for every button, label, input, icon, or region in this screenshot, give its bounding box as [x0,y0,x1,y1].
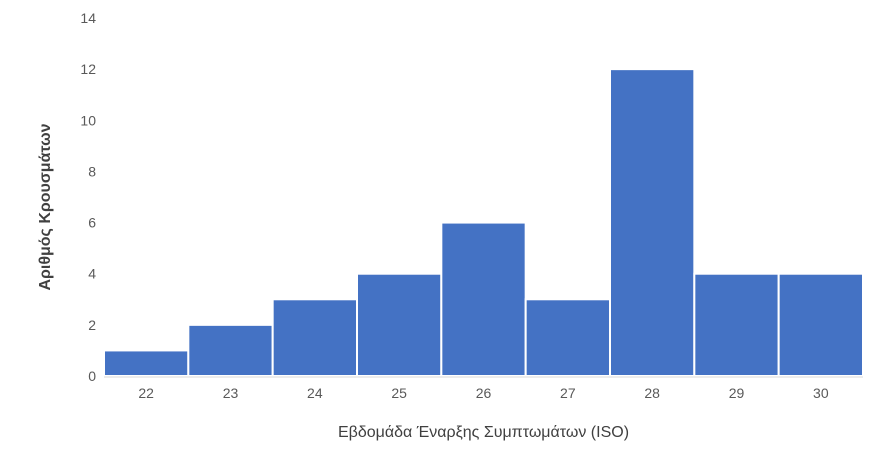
y-tick-label: 12 [80,61,96,77]
bar-week-30 [777,272,865,378]
y-tick-labels: 0 2 4 6 8 10 12 14 [80,10,96,384]
y-tick-label: 10 [80,112,96,128]
bar-week-27 [524,298,612,377]
y-tick-label: 8 [88,163,96,179]
bar-week-25 [356,272,443,378]
x-tick-label: 22 [138,385,154,401]
y-tick-label: 0 [88,368,96,384]
x-tick-label: 26 [476,385,492,401]
bar-week-23 [187,323,274,378]
x-tick-label: 27 [560,385,576,401]
bar-week-26 [440,221,527,377]
x-tick-label: 29 [729,385,745,401]
bars-group [103,68,865,378]
y-tick-label: 14 [80,10,96,26]
x-tick-labels: 22 23 24 25 26 27 28 29 30 [138,385,828,401]
bar-week-28 [609,68,696,378]
bar-week-29 [693,272,780,378]
y-axis-title: Αριθμός Κρουσμάτων [37,123,54,290]
x-tick-label: 28 [644,385,660,401]
x-tick-label: 24 [307,385,323,401]
y-tick-label: 2 [88,317,96,333]
x-tick-label: 25 [391,385,407,401]
bar-week-22 [103,349,190,377]
x-tick-label: 23 [223,385,239,401]
y-tick-label: 6 [88,215,96,231]
x-axis-title: Εβδομάδα Έναρξης Συμπτωμάτων (ISO) [338,424,629,441]
bar-week-24 [271,298,358,377]
y-tick-label: 4 [88,266,96,282]
x-tick-label: 30 [813,385,829,401]
